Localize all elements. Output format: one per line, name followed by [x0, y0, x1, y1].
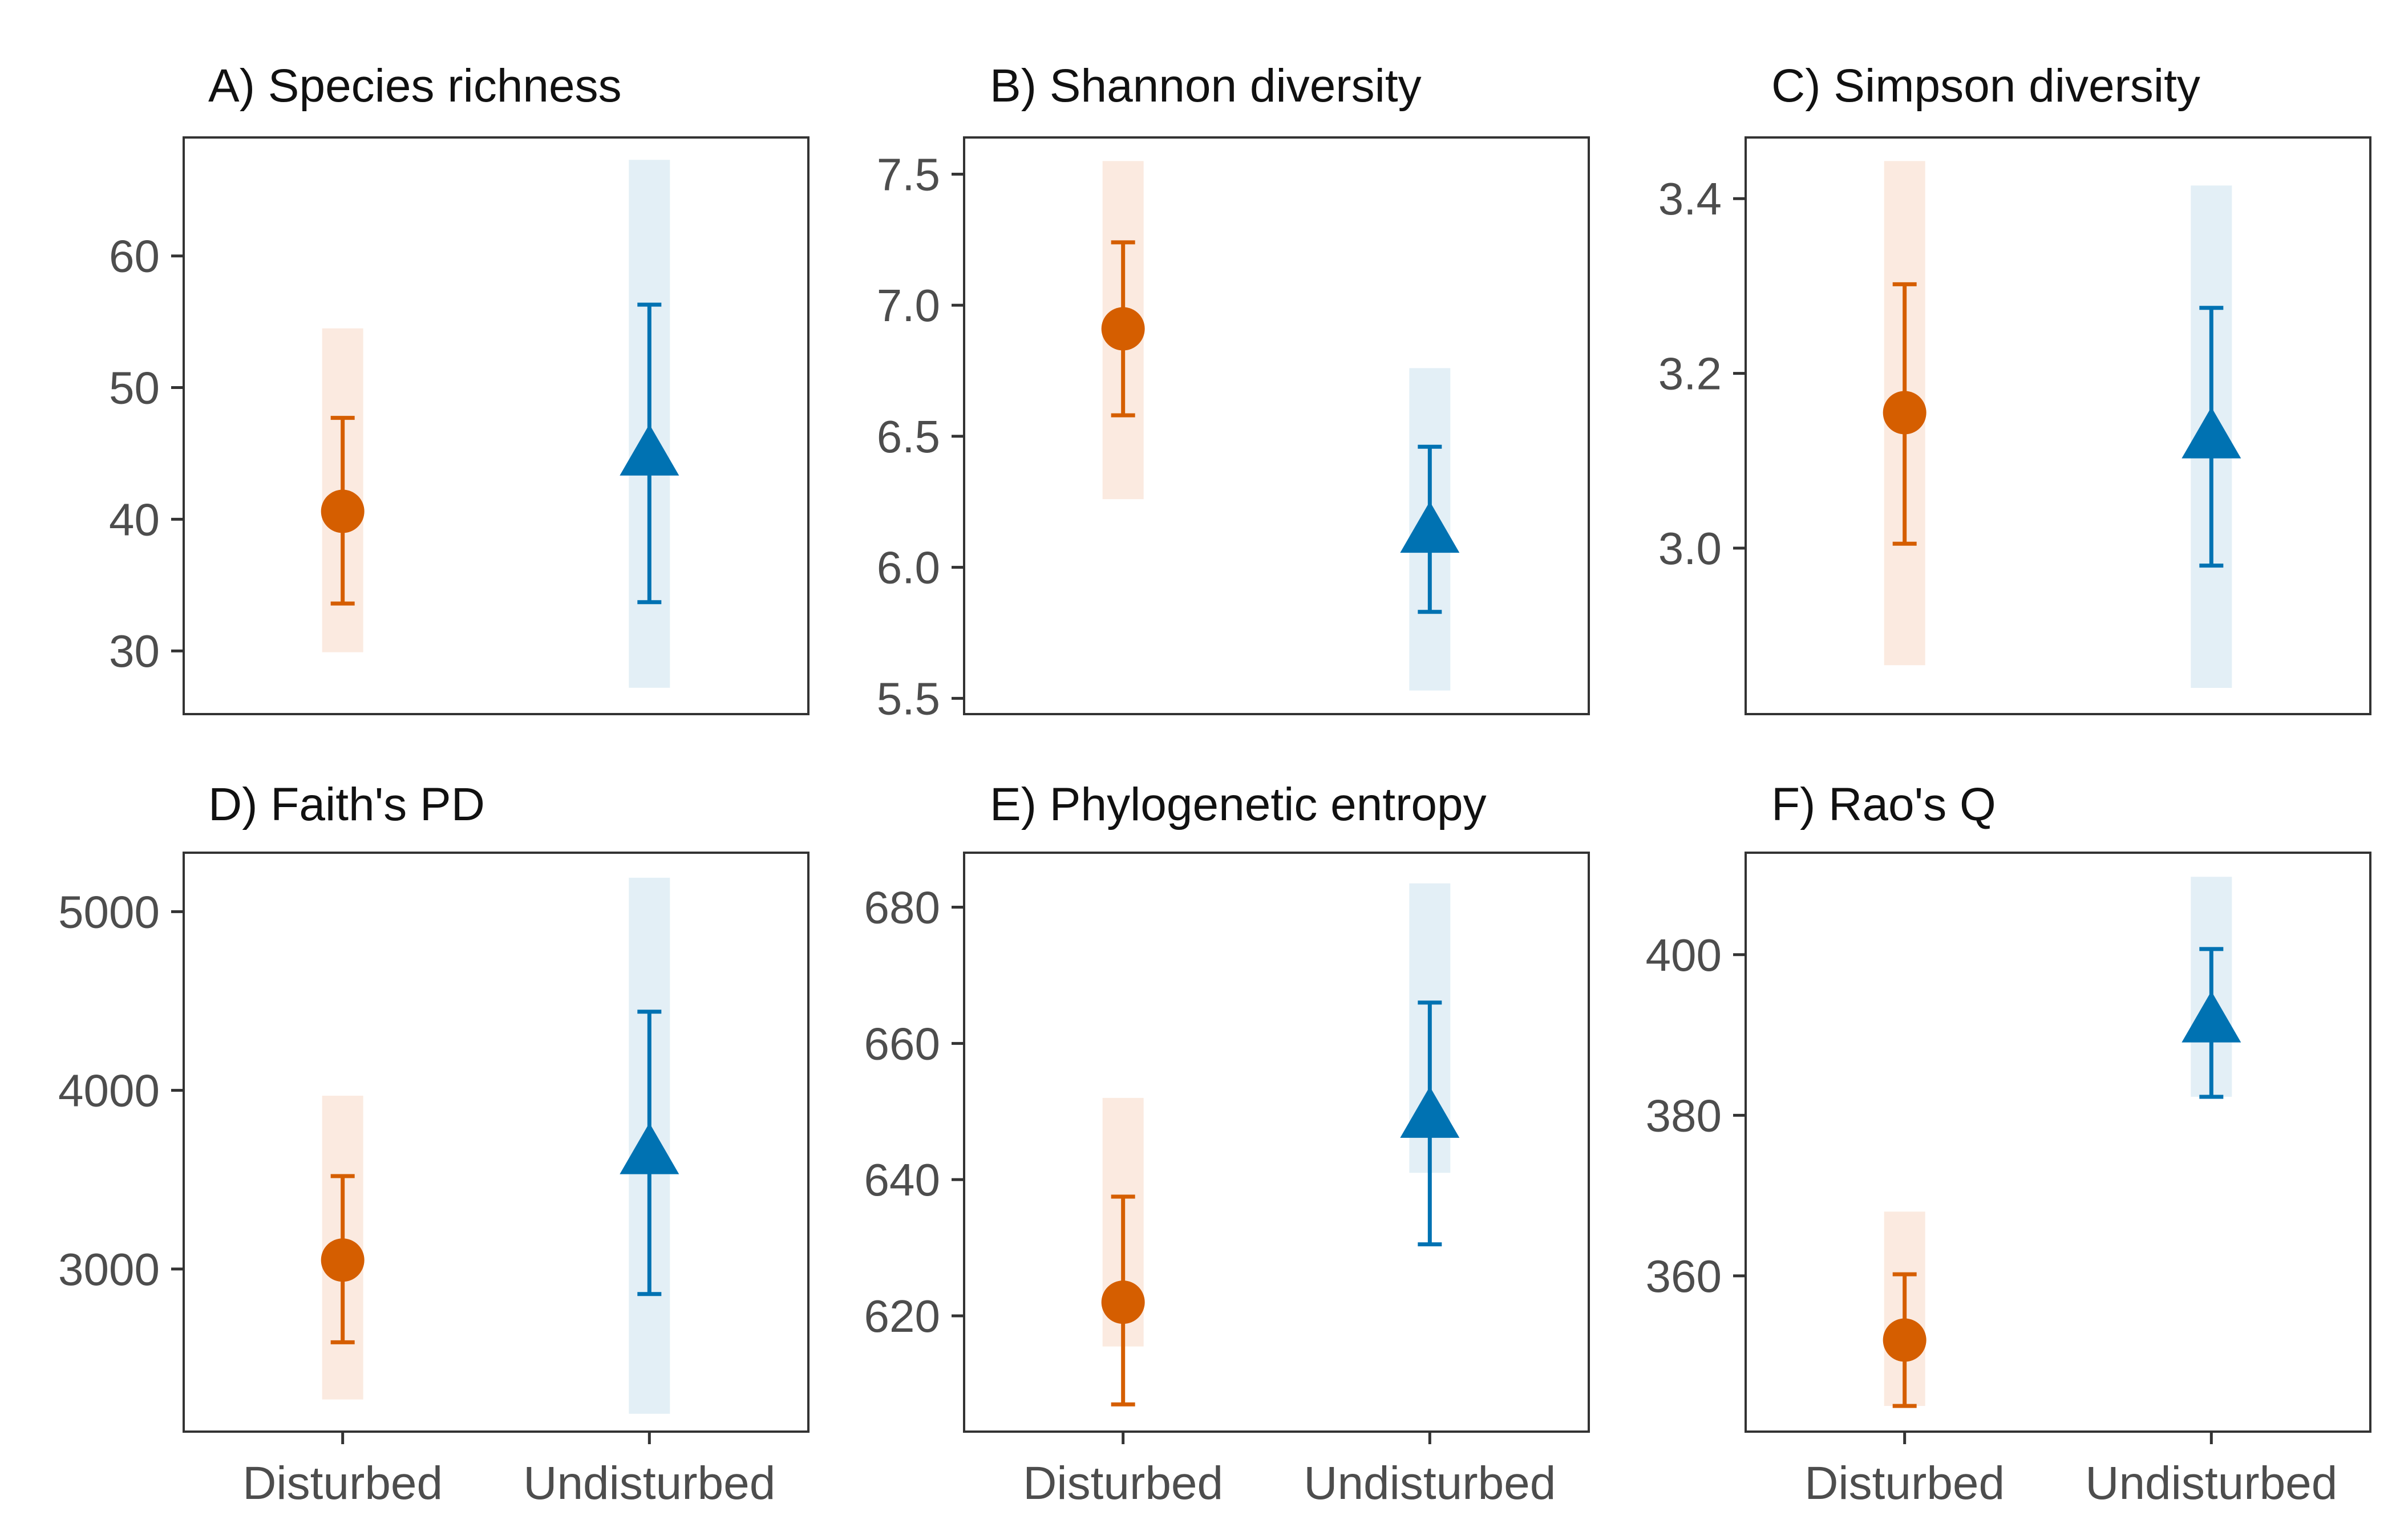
panel-border: [963, 852, 1590, 1433]
undisturbed-point: [2182, 407, 2241, 459]
panel-title: A) Species richness: [208, 60, 622, 112]
x-tick-label-undisturbed: Undisturbed: [2085, 1457, 2337, 1509]
y-tick-label: 50: [109, 363, 160, 414]
y-tick-label: 660: [864, 1018, 940, 1069]
y-tick-label: 3.4: [1658, 173, 1722, 224]
panel-6: F) Rao's Q 360 380 400 Disturbed Undisturbed: [1646, 779, 2371, 1509]
undisturbed-point: [620, 424, 679, 476]
panel-border: [183, 852, 810, 1433]
x-tick-label-disturbed: Disturbed: [1023, 1457, 1223, 1509]
panel-title: B) Shannon diversity: [990, 60, 1422, 112]
y-tick-label: 7.5: [877, 149, 940, 200]
undisturbed-point: [620, 1122, 679, 1174]
y-tick-label: 5000: [58, 886, 160, 937]
panel-2: B) Shannon diversity 5.5 6.0 6.5 7.0 7.5: [877, 60, 1590, 724]
y-tick-label: 40: [109, 494, 160, 545]
y-tick-label: 380: [1646, 1090, 1722, 1141]
y-tick-label: 5.5: [877, 673, 940, 724]
y-tick-label: 7.0: [877, 280, 940, 331]
disturbed-point: [321, 1238, 365, 1282]
y-tick-label: 6.0: [877, 542, 940, 593]
x-tick-label-undisturbed: Undisturbed: [523, 1457, 775, 1509]
x-tick-label-disturbed: Disturbed: [1804, 1457, 2005, 1509]
y-tick-label: 3000: [58, 1244, 160, 1295]
y-tick-label: 60: [109, 231, 160, 282]
y-tick-label: 6.5: [877, 411, 940, 462]
y-tick-label: 4000: [58, 1065, 160, 1116]
y-tick-label: 3.2: [1658, 348, 1722, 399]
disturbed-point: [1101, 1280, 1145, 1324]
panel-5: E) Phylogenetic entropy 620 640 660 680 Distu…: [864, 779, 1590, 1509]
y-tick-label: 400: [1646, 930, 1722, 980]
disturbed-point: [321, 489, 365, 533]
disturbed-point: [1883, 1318, 1926, 1362]
disturbed-point: [1883, 391, 1926, 435]
undisturbed-point: [1400, 501, 1460, 553]
y-tick-label: 640: [864, 1154, 940, 1205]
undisturbed-point: [2182, 991, 2241, 1043]
y-tick-label: 360: [1646, 1251, 1722, 1302]
panel-1: A) Species richness 30 40 50 60: [109, 60, 810, 715]
y-tick-label: 620: [864, 1291, 940, 1342]
y-tick-label: 30: [109, 626, 160, 676]
panel-4: D) Faith's PD 3000 4000 5000 Disturbed Undist…: [58, 779, 810, 1509]
panel-border: [1745, 852, 2371, 1433]
y-tick-label: 680: [864, 882, 940, 933]
x-tick-label-disturbed: Disturbed: [242, 1457, 443, 1509]
panel-title: D) Faith's PD: [208, 779, 485, 830]
panel-border: [183, 136, 810, 715]
y-tick-label: 3.0: [1658, 523, 1722, 574]
undisturbed-point: [1400, 1086, 1460, 1138]
panel-title: E) Phylogenetic entropy: [990, 779, 1487, 830]
panel-title: C) Simpson diversity: [1771, 60, 2200, 112]
panel-border: [963, 136, 1590, 715]
panel-title: F) Rao's Q: [1771, 779, 1996, 830]
panel-border: [1745, 136, 2371, 715]
x-tick-label-undisturbed: Undisturbed: [1304, 1457, 1556, 1509]
panel-3: C) Simpson diversity 3.0 3.2 3.4: [1658, 60, 2371, 715]
disturbed-point: [1101, 307, 1145, 351]
